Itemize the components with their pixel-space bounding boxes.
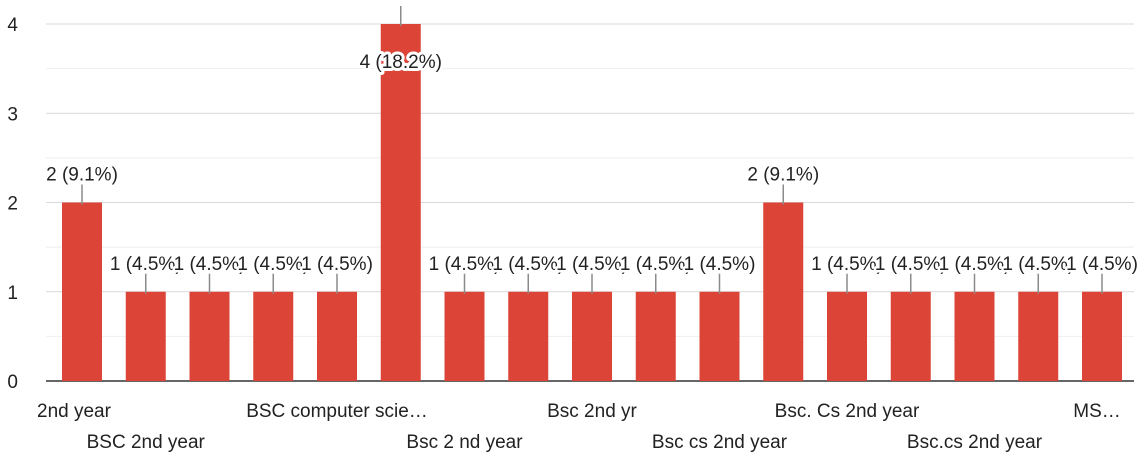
y-tick-label: 2 (7, 194, 18, 215)
bar[interactable] (380, 24, 421, 381)
data-label: 1 (4.5%) (301, 254, 373, 275)
data-label: 1 (4.5%) (1002, 254, 1074, 275)
bar[interactable] (444, 291, 485, 381)
bar[interactable] (699, 291, 740, 381)
data-label: 1 (4.5%) (174, 254, 246, 275)
bar[interactable] (827, 291, 867, 381)
x-axis-labels: 2nd year BSC 2nd year BSC computer scie… Bs… (37, 401, 1121, 453)
data-label: 1 (4.5%) (237, 254, 309, 275)
y-tick-label: 1 (7, 283, 18, 304)
x-tick-label: Bsc.cs 2nd year (907, 432, 1043, 453)
data-label: 1 (4.5%) (939, 254, 1011, 275)
bar[interactable] (635, 291, 676, 381)
x-tick-label: BSC 2nd year (87, 432, 206, 453)
y-tick-label: 4 (7, 15, 18, 36)
x-tick-label: Bsc 2 nd year (406, 432, 523, 453)
data-label: 2 (9.1%) (747, 165, 819, 186)
data-label: 1 (4.5%) (684, 254, 756, 275)
bar[interactable] (1018, 291, 1059, 381)
bar[interactable] (189, 291, 230, 381)
y-tick-label: 0 (7, 372, 18, 393)
bar[interactable] (317, 291, 357, 381)
data-label: 1 (4.5%) (811, 254, 883, 275)
x-tick-label: 2nd year (37, 401, 112, 422)
x-tick-label: MS… (1073, 401, 1121, 422)
bar[interactable] (508, 291, 549, 381)
bar[interactable] (1082, 291, 1122, 381)
bars (62, 24, 1122, 381)
data-label: 1 (4.5%) (620, 254, 692, 275)
bar[interactable] (125, 291, 166, 381)
bar[interactable] (954, 291, 995, 381)
data-label: 1 (4.5%) (1066, 254, 1138, 275)
bar[interactable] (62, 202, 102, 382)
data-label: 1 (4.5%) (875, 254, 947, 275)
y-tick-label: 3 (7, 104, 18, 125)
x-tick-label: BSC computer scie… (246, 401, 428, 422)
data-label: 1 (4.5%) (556, 254, 628, 275)
data-label: 1 (4.5%) (429, 254, 501, 275)
bar[interactable] (890, 291, 931, 381)
bar[interactable] (253, 291, 294, 381)
x-tick-label: Bsc 2nd yr (547, 401, 637, 422)
data-label: 4 (18.2%) (360, 52, 442, 73)
data-label: 1 (4.5%) (492, 254, 564, 275)
data-label: 1 (4.5%) (110, 254, 182, 275)
x-tick-label: Bsc cs 2nd year (652, 432, 788, 453)
data-labels: 2 (9.1%)1 (4.5%)1 (4.5%)1 (4.5%)1 (4.5%)… (44, 6, 1138, 294)
data-label: 2 (9.1%) (46, 165, 118, 186)
x-tick-label: Bsc. Cs 2nd year (775, 401, 920, 422)
bar[interactable] (572, 291, 612, 381)
bar[interactable] (763, 202, 804, 382)
